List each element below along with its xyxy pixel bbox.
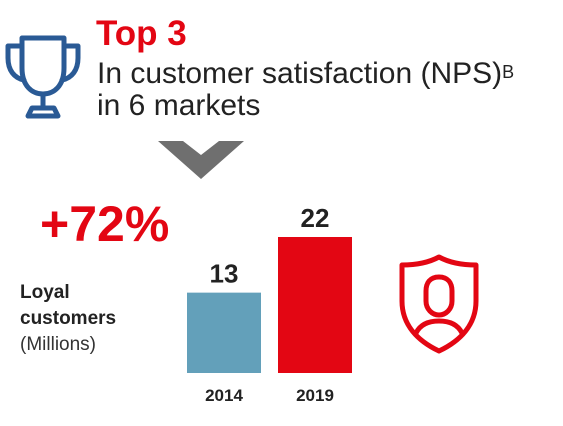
subtitle-line2: in 6 markets — [97, 89, 261, 122]
bar-2019 — [278, 237, 352, 373]
legend-unit: (Millions) — [20, 334, 96, 355]
legend: Loyal customers (Millions) — [20, 280, 116, 358]
data-label-2019: 22 — [301, 203, 330, 233]
growth-label: +72% — [40, 196, 170, 252]
x-tick-2019: 2019 — [296, 386, 334, 405]
subtitle: In customer satisfaction (NPS)B in 6 mar… — [97, 58, 557, 122]
rank-title: Top 3 — [96, 14, 187, 53]
trophy-icon — [5, 35, 81, 119]
chevron-down-icon — [158, 141, 244, 179]
bar-chart: 13 2014 22 2019 — [187, 203, 352, 405]
bar-2014 — [187, 292, 261, 373]
legend-title-2: customers — [20, 308, 117, 329]
footnote-marker: B — [502, 62, 515, 82]
x-tick-2014: 2014 — [205, 386, 243, 405]
subtitle-line1: In customer satisfaction (NPS) — [97, 57, 503, 90]
legend-title-1: Loyal — [20, 282, 70, 303]
shield-user-icon — [399, 254, 479, 354]
data-label-2014: 13 — [210, 259, 239, 289]
